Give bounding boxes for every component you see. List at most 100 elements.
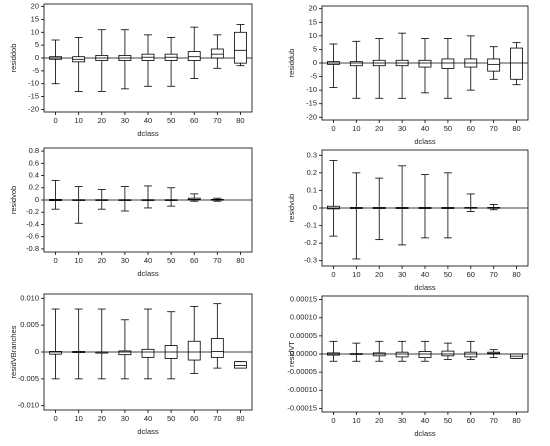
x-tick-label: 50 <box>444 124 452 133</box>
y-tick-label: 0.4 <box>29 171 39 180</box>
x-tick-label: 0 <box>53 256 57 265</box>
x-tick-label: 10 <box>352 124 360 133</box>
x-tick-label: 70 <box>213 116 221 125</box>
box <box>210 48 224 59</box>
box <box>234 31 247 64</box>
y-tick-label: -0.2 <box>304 238 317 247</box>
x-tick-label: 10 <box>352 270 360 279</box>
y-tick-label: -0.00010 <box>287 385 317 394</box>
y-tick-label: 0.2 <box>307 168 317 177</box>
y-tick-label: -5 <box>310 72 317 81</box>
y-tick-label: 0.00010 <box>290 313 317 322</box>
box <box>187 51 201 61</box>
y-tick-label: -15 <box>306 99 317 108</box>
x-tick-label: 0 <box>53 414 57 423</box>
x-tick-label: 20 <box>375 270 383 279</box>
y-tick-label: 0.010 <box>20 293 39 302</box>
y-tick-label: 0 <box>313 203 317 212</box>
x-tick-label: 0 <box>331 416 335 425</box>
x-axis-label: dclass <box>137 427 159 436</box>
x-axis-label: dclass <box>137 269 159 278</box>
x-tick-label: 70 <box>213 256 221 265</box>
x-tick-label: 20 <box>98 256 106 265</box>
y-tick-label: -20 <box>306 112 317 121</box>
y-axis-label: residdob <box>9 44 18 73</box>
x-axis-label: dclass <box>414 283 436 292</box>
box <box>418 59 432 68</box>
y-tick-label: -10 <box>28 79 39 88</box>
box <box>49 351 62 355</box>
x-axis-label: dclass <box>414 429 436 438</box>
x-tick-label: 10 <box>74 256 82 265</box>
x-tick-label: 60 <box>467 416 475 425</box>
x-tick-label: 10 <box>74 116 82 125</box>
x-tick-label: 50 <box>167 116 175 125</box>
x-tick-label: 40 <box>144 116 152 125</box>
box <box>327 205 340 210</box>
x-tick-label: 70 <box>213 414 221 423</box>
x-tick-label: 50 <box>167 256 175 265</box>
x-tick-label: 60 <box>467 124 475 133</box>
box <box>441 350 455 357</box>
x-tick-label: 60 <box>190 116 198 125</box>
y-tick-label: 0.3 <box>307 150 317 159</box>
x-tick-label: 60 <box>467 270 475 279</box>
y-tick-label: 5 <box>313 44 317 53</box>
y-tick-label: 15 <box>309 17 317 26</box>
y-axis-label: residvub <box>287 194 296 222</box>
y-tick-label: -20 <box>28 104 39 113</box>
y-tick-label: -5 <box>32 66 39 75</box>
y-tick-label: -0.2 <box>26 207 39 216</box>
y-axis-label: residvob <box>9 186 18 214</box>
y-tick-label: -0.4 <box>26 219 39 228</box>
y-tick-label: -0.00015 <box>287 403 317 412</box>
y-tick-label: 10 <box>309 31 317 40</box>
x-tick-label: 0 <box>331 270 335 279</box>
y-tick-label: 0 <box>35 195 39 204</box>
y-tick-label: 0 <box>35 53 39 62</box>
x-tick-label: 30 <box>398 270 406 279</box>
x-tick-label: 40 <box>421 416 429 425</box>
y-tick-label: 0.6 <box>29 158 39 167</box>
box <box>441 58 455 69</box>
y-tick-label: 0.00005 <box>290 331 317 340</box>
y-tick-label: 5 <box>35 40 39 49</box>
y-tick-label: 10 <box>31 27 39 36</box>
x-tick-label: 20 <box>98 414 106 423</box>
y-tick-label: 20 <box>31 2 39 11</box>
box <box>118 350 132 356</box>
x-axis-label: dclass <box>414 137 436 146</box>
x-tick-label: 40 <box>421 270 429 279</box>
x-tick-label: 0 <box>53 116 57 125</box>
box <box>187 340 201 361</box>
y-tick-label: -15 <box>28 92 39 101</box>
x-tick-label: 30 <box>398 416 406 425</box>
x-tick-label: 60 <box>190 414 198 423</box>
x-tick-label: 50 <box>444 416 452 425</box>
x-tick-label: 60 <box>190 256 198 265</box>
x-tick-label: 80 <box>236 414 244 423</box>
x-tick-label: 50 <box>167 414 175 423</box>
x-tick-label: 20 <box>375 124 383 133</box>
x-tick-label: 30 <box>121 256 129 265</box>
y-tick-label: 0 <box>35 347 39 356</box>
y-axis-label: residVBranches <box>9 325 18 378</box>
x-tick-label: 10 <box>352 416 360 425</box>
x-tick-label: 70 <box>489 270 497 279</box>
x-tick-label: 30 <box>121 414 129 423</box>
box <box>234 361 247 369</box>
x-axis-label: dclass <box>137 129 159 138</box>
y-axis-label: residVT <box>287 341 296 367</box>
y-tick-label: -0.8 <box>26 244 39 253</box>
x-tick-label: 0 <box>331 124 335 133</box>
y-tick-label: -10 <box>306 85 317 94</box>
y-tick-label: 0.2 <box>29 183 39 192</box>
y-tick-label: 0 <box>313 58 317 67</box>
x-tick-label: 10 <box>74 414 82 423</box>
x-tick-label: 80 <box>512 124 520 133</box>
y-tick-label: 0.00000 <box>290 349 317 358</box>
y-tick-label: -0.010 <box>18 401 39 410</box>
y-tick-label: 0.1 <box>307 185 317 194</box>
box <box>349 61 363 67</box>
